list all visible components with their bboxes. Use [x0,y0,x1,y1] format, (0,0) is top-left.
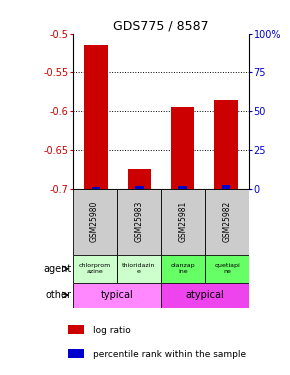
Text: agent: agent [43,264,71,274]
Text: atypical: atypical [186,290,224,300]
Bar [214,99,238,189]
Bar [117,189,161,255]
Bar [117,255,161,283]
Text: GSM25983: GSM25983 [134,201,143,243]
Bar [72,283,161,308]
Bar [68,350,84,358]
Bar [84,45,108,189]
Text: other: other [45,290,71,300]
Bar [92,187,100,189]
Bar [128,169,151,189]
Text: GSM25981: GSM25981 [179,201,188,242]
Text: typical: typical [100,290,133,300]
Bar [72,189,117,255]
Bar [205,255,249,283]
Text: quetiapi
ne: quetiapi ne [214,263,240,274]
Bar [205,189,249,255]
Bar [178,186,187,189]
Text: olanzap
ine: olanzap ine [171,263,195,274]
Bar [72,255,117,283]
Text: GSM25980: GSM25980 [90,201,99,243]
Bar [161,283,249,308]
Bar [68,326,84,334]
Bar [135,186,144,189]
Bar [171,107,194,189]
Text: GSM25982: GSM25982 [223,201,232,242]
Bar [222,185,230,189]
Text: percentile rank within the sample: percentile rank within the sample [93,350,246,359]
Text: thioridazin
e: thioridazin e [122,263,155,274]
Text: chlorprom
azine: chlorprom azine [79,263,111,274]
Bar [161,255,205,283]
Bar [161,189,205,255]
Title: GDS775 / 8587: GDS775 / 8587 [113,20,209,33]
Text: log ratio: log ratio [93,326,130,335]
